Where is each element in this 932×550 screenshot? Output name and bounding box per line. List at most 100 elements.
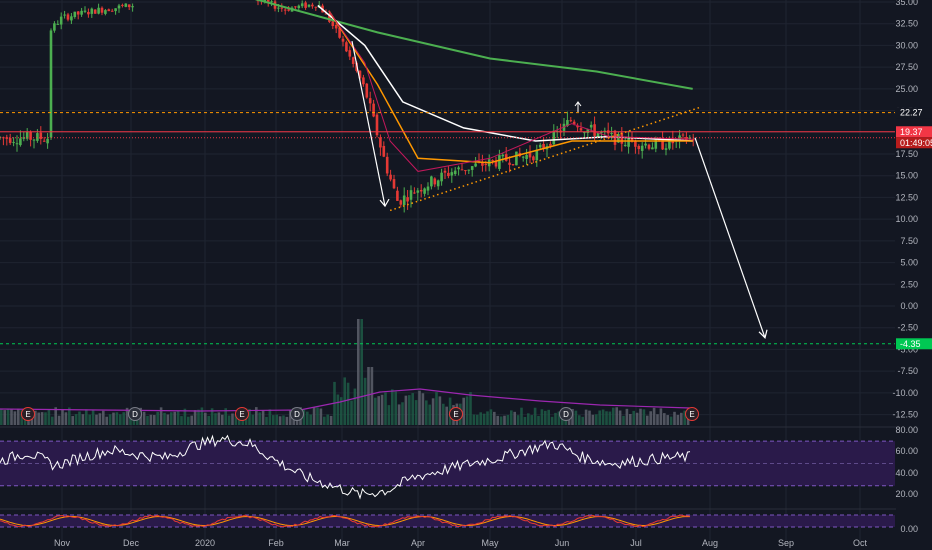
projection-arrow[interactable]	[694, 137, 766, 338]
volume-bar	[57, 415, 61, 425]
volume-pane	[0, 319, 691, 425]
volume-bar	[414, 400, 418, 425]
volume-bar	[71, 416, 74, 425]
candle-body	[297, 5, 301, 9]
arrow-head	[379, 198, 390, 208]
candle-body	[83, 10, 87, 12]
candle-body	[589, 124, 593, 128]
volume-bar	[622, 415, 625, 425]
price-tick-label: 7.50	[900, 236, 918, 246]
volume-bar	[581, 416, 584, 425]
volume-bar	[37, 412, 40, 425]
candle-body	[19, 138, 22, 146]
volume-bar	[272, 415, 275, 425]
candle-body	[647, 144, 651, 149]
dividend-badge[interactable]	[559, 407, 573, 421]
candle-body	[97, 7, 100, 14]
volume-bar	[360, 319, 363, 425]
candle-body	[294, 6, 297, 8]
volume-bar	[516, 415, 520, 425]
drawings[interactable]	[351, 40, 768, 339]
candle-body	[341, 38, 345, 42]
earnings-badge-label: E	[453, 410, 458, 419]
volume-bar	[527, 413, 530, 425]
time-tick-label: Mar	[334, 538, 350, 548]
candle-body	[368, 98, 372, 104]
volume-bar	[363, 377, 367, 425]
time-axis[interactable]: Nov Dec 2020 Feb Mar Apr May Jun Jul Aug Sep Oct	[54, 538, 868, 548]
volume-bar	[68, 407, 71, 425]
earnings-badge[interactable]	[449, 407, 463, 421]
candle-body	[49, 30, 53, 138]
earnings-badge[interactable]	[21, 407, 35, 421]
last-price-tag-bg	[896, 126, 932, 138]
price-axis[interactable]: 35.0032.5030.0027.5025.0022.5020.0017.50…	[892, 0, 932, 550]
candle-body	[426, 186, 430, 191]
time-tick-label: Aug	[702, 538, 718, 548]
candle-body	[124, 3, 128, 7]
candle-body	[93, 9, 97, 14]
support-trendline[interactable]	[389, 106, 701, 212]
volume-bar	[193, 410, 197, 425]
volume-bar	[319, 408, 323, 425]
candle-body	[460, 169, 464, 171]
volume-bar	[394, 391, 397, 425]
candle-body	[603, 130, 607, 132]
decline-arrow[interactable]	[351, 40, 386, 207]
volume-bar	[44, 412, 47, 425]
volume-bar	[156, 411, 159, 425]
candle-body	[600, 132, 603, 134]
volume-bar	[54, 407, 57, 425]
candle-body	[365, 83, 369, 98]
volume-bar	[187, 416, 190, 425]
price-tick-label: 27.50	[895, 62, 918, 72]
candle-body	[314, 6, 318, 8]
volume-bar	[377, 396, 380, 425]
time-tick-label: Sep	[778, 538, 794, 548]
volume-bar	[438, 396, 442, 425]
dividend-badge[interactable]	[128, 407, 142, 421]
volume-bar	[115, 412, 119, 425]
candle-body	[331, 21, 335, 27]
earnings-badge[interactable]	[685, 407, 699, 421]
candle-body	[399, 200, 403, 205]
candle-body	[80, 10, 83, 15]
dividend-badge-label: D	[294, 410, 300, 419]
candle-body	[348, 50, 352, 57]
volume-bar	[601, 409, 605, 425]
volume-bar	[408, 395, 411, 425]
rsi-tick-label: 80.00	[895, 425, 918, 435]
volume-average-line	[0, 388, 691, 412]
volume-bar	[95, 414, 98, 425]
volume-bar	[122, 412, 125, 425]
volume-bar	[523, 416, 527, 425]
price-tick-label: 17.50	[895, 149, 918, 159]
volume-bar	[108, 414, 112, 425]
volume-bar	[571, 408, 574, 425]
candle-body	[280, 7, 284, 9]
volume-bar	[472, 414, 476, 425]
candle-body	[617, 134, 620, 143]
volume-bar	[632, 410, 635, 425]
candle-body	[494, 161, 498, 167]
candle-body	[569, 120, 573, 122]
candle-body	[63, 14, 66, 16]
volume-bar	[391, 389, 394, 425]
candle-body	[576, 125, 579, 128]
candle-body	[114, 8, 117, 12]
candle-body	[416, 190, 420, 193]
candle-body	[498, 155, 501, 169]
volume-bar	[618, 410, 622, 425]
volume-bar	[170, 412, 173, 425]
candle-body	[382, 145, 386, 157]
earnings-badge[interactable]	[235, 407, 249, 421]
volume-bar	[61, 409, 64, 425]
resistance-tag-bg	[896, 107, 932, 119]
candle-body	[521, 156, 525, 158]
volume-bar	[387, 405, 391, 425]
candle-body	[345, 42, 348, 52]
dividend-badge[interactable]	[290, 407, 304, 421]
